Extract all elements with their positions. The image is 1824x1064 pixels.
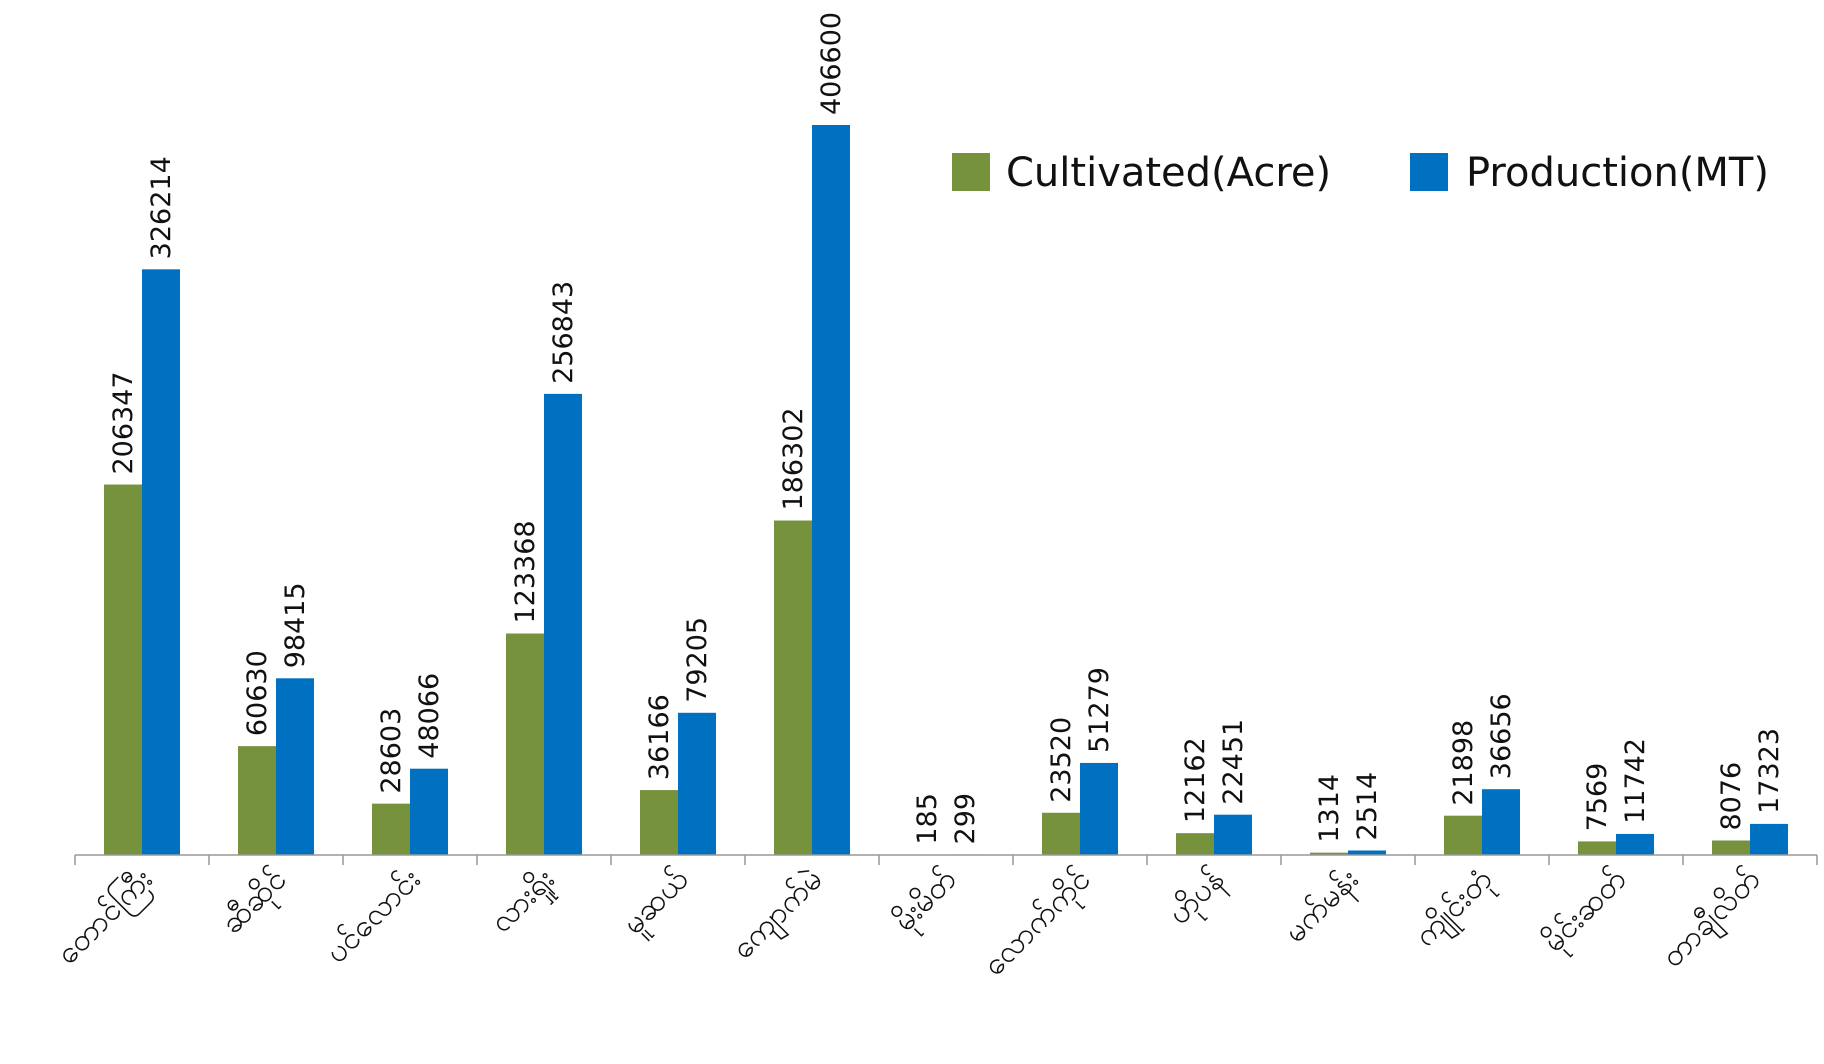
- bar-production: [142, 269, 180, 855]
- legend-swatch: [1410, 153, 1448, 191]
- legend: Cultivated(Acre) Production(MT): [952, 150, 1769, 196]
- bar-cultivated: [372, 803, 410, 855]
- data-label: 48066: [414, 673, 445, 759]
- data-label: 326214: [146, 156, 177, 259]
- data-label: 36656: [1486, 693, 1517, 779]
- bar-production: [812, 125, 850, 855]
- x-axis: တောင်ကြီး ဆီဆိုင် ပင်လောင်း လားရှိုး မူဆယ် ကျ…: [48, 854, 1818, 987]
- x-tick-label: မိုင်းဆတ်: [1535, 861, 1637, 963]
- x-tick-label: ကျောက်မဲ: [724, 861, 834, 971]
- data-label: 23520: [1046, 717, 1077, 803]
- bar-cultivated: [1578, 841, 1616, 855]
- x-tick-label: မူဆယ်: [615, 861, 700, 946]
- data-label: 98415: [280, 582, 311, 668]
- data-label: 256843: [548, 281, 579, 384]
- bar-production: [410, 768, 448, 855]
- bar-production: [1214, 814, 1252, 855]
- legend-label: Cultivated(Acre): [1006, 150, 1331, 196]
- x-tick-label: ဟိုပန်: [1161, 861, 1236, 936]
- data-label: 60630: [242, 650, 273, 736]
- bar-cultivated: [774, 520, 812, 855]
- bar-production: [678, 712, 716, 855]
- data-label: 123368: [510, 520, 541, 623]
- x-tick-label: မိုးမိတ်: [886, 861, 968, 943]
- data-label: 299: [950, 793, 981, 845]
- x-tick-label: လားရှိုး: [483, 861, 566, 944]
- data-label: 8076: [1716, 762, 1747, 831]
- bar-cultivated: [1176, 833, 1214, 855]
- data-label: 185: [912, 793, 943, 845]
- x-tick-label: တာချီလိတ်: [1654, 861, 1772, 979]
- data-label: 186302: [778, 407, 809, 510]
- bar-cultivated: [1042, 812, 1080, 855]
- data-label: 51279: [1084, 667, 1115, 753]
- x-tick-label: တောင်ကြီး: [48, 860, 164, 976]
- bar-production: [1482, 789, 1520, 855]
- x-tick-label: ပင်လောင်း: [318, 861, 427, 970]
- data-label: 206347: [108, 371, 139, 474]
- bar-cultivated: [1712, 840, 1750, 855]
- bar-production: [1080, 762, 1118, 855]
- data-label: 21898: [1448, 720, 1479, 806]
- data-label: 17323: [1754, 728, 1785, 814]
- bar-production: [544, 393, 582, 855]
- data-label: 28603: [376, 708, 407, 794]
- x-tick-label: မက်မန်း: [1277, 861, 1370, 954]
- bar-production: [1616, 833, 1654, 855]
- data-label: 11742: [1620, 738, 1651, 824]
- x-tick-label: ကျိုင်းတုံ: [1407, 861, 1504, 958]
- data-label: 22451: [1218, 719, 1249, 805]
- legend-swatch: [952, 153, 990, 191]
- bar-cultivated: [1444, 815, 1482, 855]
- bar-cultivated: [640, 790, 678, 855]
- data-label: 79205: [682, 617, 713, 703]
- data-label: 7569: [1582, 763, 1613, 832]
- data-label: 2514: [1352, 772, 1383, 841]
- bar-cultivated: [1310, 852, 1348, 855]
- bar-cultivated: [506, 633, 544, 855]
- bars-layer: [104, 125, 1788, 856]
- data-label: 406600: [816, 12, 847, 115]
- x-tick-label: ဆီဆိုင်: [214, 861, 298, 945]
- bar-production: [1348, 850, 1386, 855]
- data-label: 12162: [1180, 737, 1211, 823]
- bar-cultivated: [238, 746, 276, 855]
- x-tick-label: လောက်ကိုင်: [976, 861, 1102, 987]
- data-label: 1314: [1314, 774, 1345, 843]
- bar-cultivated: [104, 484, 142, 855]
- bar-production: [1750, 823, 1788, 855]
- data-label: 36166: [644, 694, 675, 780]
- legend-label: Production(MT): [1466, 150, 1769, 196]
- bar-production: [276, 678, 314, 855]
